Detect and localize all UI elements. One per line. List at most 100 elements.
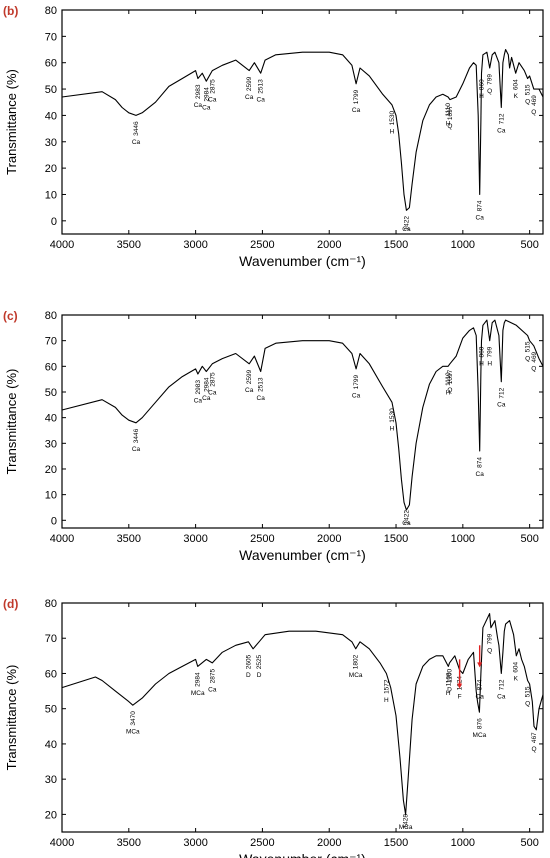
x-tick-label: 1000 (451, 837, 475, 849)
peak-assignment-label: Q (487, 647, 492, 654)
peak-wavenumber-label: 1110 (445, 372, 452, 386)
peak-wavenumber-label: 3446 (133, 428, 140, 443)
x-tick-label: 1000 (451, 533, 475, 545)
peak-assignment-label: H (384, 697, 389, 704)
peak-wavenumber-label: 799 (487, 74, 494, 85)
ftir-panel: 4000 3500 3000 2500 2000 1500 1000 500 0 10 20 30 40… (3, 4, 544, 269)
y-tick-label: 0 (51, 515, 57, 527)
peak-wavenumber-label: 1572 (383, 679, 390, 694)
x-tick-label: 1500 (384, 837, 408, 849)
peak-assignment-label: Q (525, 355, 530, 362)
x-tick-label: 3000 (183, 837, 207, 849)
peak-assignment-label: H (446, 120, 451, 127)
x-tick-label: 2500 (250, 533, 274, 545)
peak-assignment-label: H (390, 128, 395, 135)
plot-frame (61, 9, 544, 235)
peak-assignment-label: MCa (191, 690, 205, 697)
x-tick-label: 2000 (317, 239, 341, 251)
plot-frame (61, 314, 544, 529)
peak-wavenumber-label: 2599 (246, 369, 253, 384)
peak-assignment-label: Ca (497, 402, 506, 409)
peak-wavenumber-label: 2875 (209, 372, 216, 387)
peak-wavenumber-label: 3470 (130, 711, 137, 726)
plot-frame (61, 602, 544, 833)
ftir-panel: 4000 3500 3000 2500 2000 1500 1000 500 20 30 40 50 6… (3, 597, 544, 858)
peak-wavenumber-label: 2983 (195, 84, 202, 99)
peak-wavenumber-label: 1428 (403, 814, 410, 829)
panel-label: (c) (3, 309, 18, 323)
peak-wavenumber-label: 1530 (389, 110, 396, 125)
y-tick-label: 80 (45, 5, 57, 17)
x-tick-label: 4000 (50, 837, 74, 849)
peak-assignment-label: Ca (257, 395, 266, 402)
x-tick-label: 3500 (117, 837, 141, 849)
peak-wavenumber-label: 876 (476, 718, 483, 729)
peak-wavenumber-label: 515 (525, 686, 532, 697)
peak-assignment-label: Ca (202, 395, 211, 402)
red-arrow-head (477, 662, 483, 668)
peak-assignment-label: K (514, 93, 519, 100)
peak-wavenumber-label: 712 (498, 113, 505, 124)
peak-assignment-label: Ca (194, 397, 203, 404)
y-axis-label: Transmittance (%) (4, 665, 19, 771)
y-tick-label: 60 (45, 668, 57, 680)
peak-assignment-label: Q (532, 746, 537, 753)
peak-assignment-label: Ca (476, 693, 485, 700)
y-tick-label: 70 (45, 336, 57, 348)
x-tick-label: 500 (520, 239, 538, 251)
peak-assignment-label: MCa (126, 729, 140, 736)
y-tick-label: 30 (45, 137, 57, 149)
peak-assignment-label: Ca (208, 390, 217, 397)
peak-assignment-label: Q (487, 88, 492, 95)
y-axis-label: Transmittance (%) (4, 69, 19, 175)
y-tick-label: 80 (45, 598, 57, 610)
y-tick-label: 30 (45, 774, 57, 786)
peak-wavenumber-label: 2875 (209, 669, 216, 684)
peak-assignment-label: Ca (194, 102, 203, 109)
peak-wavenumber-label: 874 (477, 457, 484, 468)
peak-assignment-label: H (446, 690, 451, 697)
peak-wavenumber-label: 1802 (353, 654, 360, 669)
peak-assignment-label: Q (447, 123, 452, 130)
x-tick-label: 2000 (317, 837, 341, 849)
red-arrow-head (457, 683, 463, 689)
peak-assignment-label: F (458, 693, 462, 700)
x-axis-label: Wavenumber (cm⁻¹) (239, 547, 366, 563)
peak-assignment-label: MCa (473, 732, 487, 739)
spectrum-line (61, 319, 544, 511)
peak-wavenumber-label: 799 (487, 346, 494, 357)
peak-wavenumber-label: 1109 (445, 672, 452, 686)
y-tick-label: 0 (51, 216, 57, 228)
x-tick-label: 500 (520, 533, 538, 545)
peak-assignment-label: Ca (402, 226, 411, 233)
peak-wavenumber-label: 1799 (353, 375, 360, 390)
peak-assignment-label: K (514, 676, 519, 683)
peak-assignment-label: Ca (402, 520, 411, 527)
peak-wavenumber-label: 3446 (133, 121, 140, 136)
peak-wavenumber-label: 2983 (195, 380, 202, 395)
x-tick-label: 3000 (183, 533, 207, 545)
x-tick-label: 4000 (50, 533, 74, 545)
x-tick-label: 4000 (50, 239, 74, 251)
y-axis-label: Transmittance (%) (4, 369, 19, 475)
peak-assignment-label: Ca (497, 127, 506, 134)
peak-assignment-label: Ca (476, 214, 485, 221)
y-tick-label: 40 (45, 739, 57, 751)
y-tick-label: 30 (45, 438, 57, 450)
y-tick-label: 50 (45, 704, 57, 716)
peak-assignment-label: Ca (257, 97, 266, 104)
y-tick-label: 20 (45, 163, 57, 175)
y-tick-label: 70 (45, 633, 57, 645)
peak-wavenumber-label: 1530 (389, 408, 396, 423)
spectrum-line (61, 48, 544, 211)
x-tick-label: 2000 (317, 533, 341, 545)
y-tick-label: 60 (45, 361, 57, 373)
peak-assignment-label: Ca (132, 139, 141, 146)
peak-wavenumber-label: 467 (531, 732, 538, 743)
peak-assignment-label: D (246, 672, 251, 679)
x-axis-label: Wavenumber (cm⁻¹) (239, 851, 366, 858)
peak-assignment-label: Ca (208, 97, 217, 104)
x-tick-label: 2500 (250, 239, 274, 251)
peak-assignment-label: Ca (352, 107, 361, 114)
